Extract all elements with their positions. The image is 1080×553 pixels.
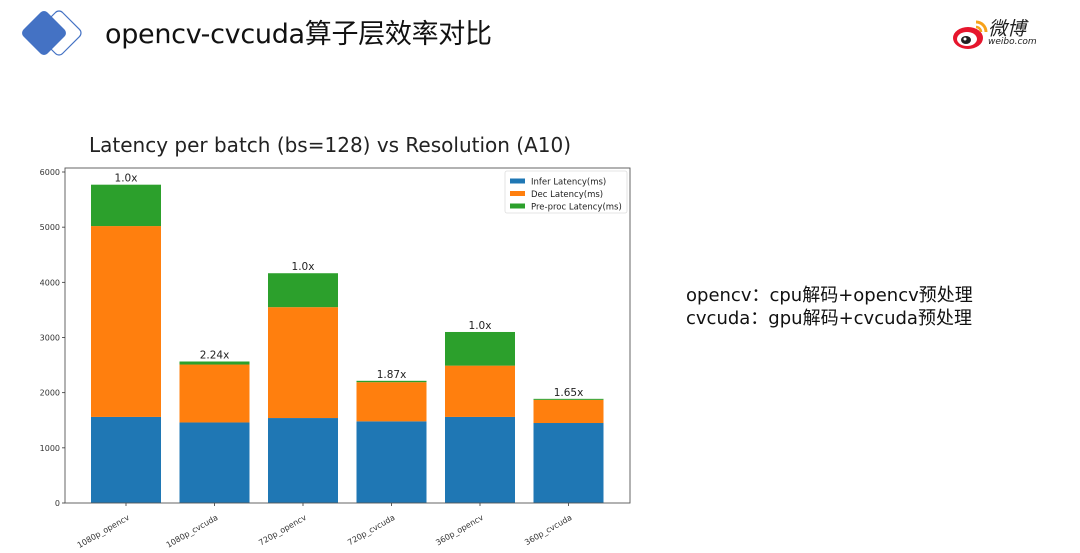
bar-segment [533, 399, 604, 424]
weibo-eye-icon [953, 20, 988, 49]
bar-segment [356, 380, 427, 383]
x-tick-label: 360p_cvcuda [523, 513, 573, 547]
brand-domain: weibo.com [988, 37, 1037, 47]
legend-label: Pre-proc Latency(ms) [531, 203, 622, 213]
bar-segment [356, 421, 427, 503]
method-notes: opencv：cpu解码+opencv预处理 cvcuda：gpu解码+cvcu… [686, 284, 973, 330]
bar-segment [268, 307, 338, 419]
legend-swatch [510, 178, 525, 184]
y-tick-label: 3000 [40, 334, 60, 343]
brand-name: 微博 [988, 18, 1027, 40]
bar-segment [179, 364, 250, 423]
bar-segment [91, 416, 161, 503]
bar-segment [179, 361, 250, 365]
y-tick-label: 6000 [40, 168, 60, 177]
legend-swatch [510, 203, 525, 209]
x-tick-label: 720p_opencv [257, 513, 308, 548]
speedup-label: 1.0x [292, 261, 315, 273]
bar-segment [268, 273, 338, 308]
y-tick-label: 1000 [40, 444, 60, 453]
note-cvcuda: cvcuda：gpu解码+cvcuda预处理 [686, 308, 972, 329]
plot-frame [64, 167, 631, 504]
legend-label: Dec Latency(ms) [531, 190, 603, 200]
y-tick-label: 2000 [40, 389, 60, 398]
diamond-logo-icon [22, 10, 82, 56]
y-tick-label: 4000 [40, 278, 60, 287]
y-tick-label: 5000 [40, 223, 60, 232]
bar-segment [533, 423, 604, 503]
speedup-label: 1.87x [377, 369, 407, 381]
bar-segment [445, 365, 515, 417]
speedup-label: 2.24x [200, 349, 230, 361]
x-tick-label: 360p_opencv [434, 513, 485, 548]
bar-segment [91, 184, 161, 227]
legend-box [504, 170, 628, 214]
legend-label: Infer Latency(ms) [531, 178, 606, 188]
speedup-label: 1.0x [115, 173, 138, 185]
bar-segment [445, 331, 515, 366]
bar-segment [445, 416, 515, 503]
x-tick-label: 1080p_opencv [76, 513, 131, 550]
bar-segment [268, 418, 338, 503]
x-tick-label: 1080p_cvcuda [165, 513, 220, 550]
bar-segment [533, 398, 604, 400]
speedup-label: 1.65x [554, 387, 584, 399]
speedup-label: 1.0x [469, 320, 492, 332]
x-tick-label: 720p_cvcuda [346, 513, 396, 547]
chart-title: Latency per batch (bs=128) vs Resolution… [89, 133, 572, 157]
bar-segment [91, 226, 161, 417]
bar-segment [356, 382, 427, 422]
bar-segment [179, 422, 250, 503]
page-title: opencv-cvcuda算子层效率对比 [105, 19, 492, 50]
legend-swatch [510, 191, 525, 196]
note-opencv: opencv：cpu解码+opencv预处理 [686, 285, 973, 306]
y-tick-label: 0 [55, 499, 60, 508]
